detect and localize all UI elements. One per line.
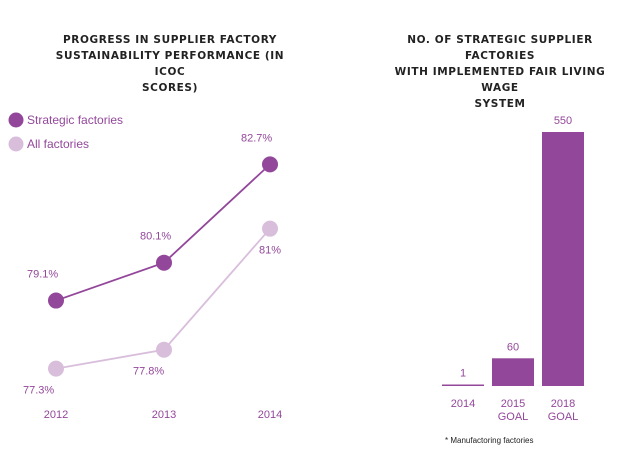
x-tick-label: 2014 — [258, 409, 282, 421]
data-point — [262, 220, 278, 237]
bar — [442, 384, 484, 386]
bar-chart-title: NO. OF STRATEGIC SUPPLIER FACTORIES WITH… — [394, 34, 606, 110]
data-point — [48, 360, 64, 377]
data-label: 82.7% — [241, 132, 272, 144]
x-tick-label: 2013 — [152, 409, 176, 421]
data-label: 77.8% — [133, 366, 164, 378]
data-point — [262, 156, 278, 173]
line-chart-title: PROGRESS IN SUPPLIER FACTORY SUSTAINABIL… — [55, 34, 285, 94]
bar-value-label: 1 — [460, 368, 466, 380]
data-point — [156, 341, 172, 358]
legend-marker-2 — [8, 136, 24, 152]
bar-value-label: 60 — [507, 341, 519, 353]
data-point — [48, 292, 64, 309]
legend-label-1: Strategic factories — [27, 113, 123, 127]
data-point — [156, 254, 172, 271]
legend-label-2: All factories — [27, 137, 89, 151]
bar — [542, 132, 584, 386]
data-label: 80.1% — [140, 231, 171, 243]
footnote: * Manufactoring factories — [445, 436, 534, 445]
data-label: 79.1% — [27, 269, 58, 281]
x-tick-label: 2015 GOAL — [498, 398, 529, 423]
x-tick-label: 2012 — [44, 409, 68, 421]
bar-value-label: 550 — [554, 115, 572, 127]
data-label: 81% — [259, 245, 281, 257]
data-label: 77.3% — [23, 385, 54, 397]
bar — [492, 358, 534, 386]
x-tick-label: 2014 — [451, 398, 475, 410]
legend-marker-1 — [8, 112, 24, 128]
x-tick-label: 2018 GOAL — [548, 398, 579, 423]
